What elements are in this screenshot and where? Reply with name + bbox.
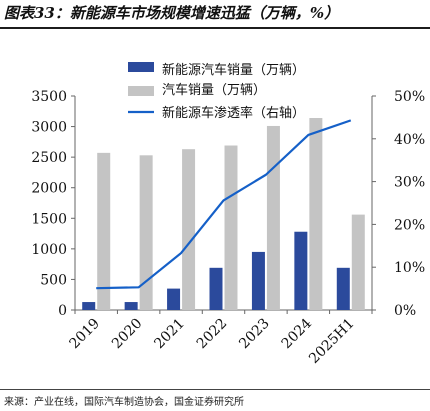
- source-divider: [0, 389, 430, 390]
- left-tick-label: 1500: [31, 211, 67, 227]
- left-tick-label: 500: [40, 272, 67, 288]
- legend-label: 汽车销量（万辆）: [162, 82, 266, 98]
- right-tick-label: 20%: [394, 217, 425, 233]
- legend-swatch-nev-sales: [128, 62, 154, 72]
- penetration-rate-line: [96, 119, 352, 290]
- legend-label: 新能源汽车销量（万辆）: [162, 62, 305, 78]
- bar-nev-sales: [124, 302, 138, 310]
- chart-svg: 0 500 1000 1500 2000 2500 3000 3500 0% 10% 20% 30% 4…: [31, 62, 425, 367]
- right-tick-label: 40%: [394, 132, 425, 148]
- left-tick-label: 3000: [31, 120, 67, 136]
- bar-nev-sales: [82, 302, 96, 310]
- chart-title: 图表33：新能源车市场规模增速迅猛（万辆，%）: [4, 4, 340, 22]
- bar-nev-sales: [294, 231, 308, 310]
- x-tick-label: 2021: [151, 316, 188, 353]
- x-tick-label: 2024: [279, 315, 316, 352]
- bar-nev-sales: [251, 251, 265, 310]
- left-tick-label: 3500: [31, 89, 67, 105]
- x-tick-label: 2025H1: [306, 316, 357, 367]
- bar-auto-sales: [224, 145, 238, 310]
- x-tick-label: 2022: [194, 316, 231, 353]
- legend-swatch-auto-sales: [128, 86, 154, 96]
- bar-nev-sales: [167, 288, 181, 310]
- x-tick-label: 2023: [236, 316, 273, 353]
- legend-label: 新能源车渗透率（右轴）: [162, 105, 305, 121]
- bar-auto-sales: [97, 152, 111, 310]
- source-note: 来源：产业在线，国际汽车制造协会，国金证券研究所: [4, 397, 244, 408]
- right-tick-label: 0%: [394, 303, 416, 319]
- left-tick-label: 1000: [31, 242, 67, 258]
- right-tick-label: 10%: [394, 260, 425, 276]
- bar-nev-sales: [209, 267, 223, 310]
- right-tick-label: 50%: [394, 89, 425, 105]
- right-tick-label: 30%: [394, 175, 425, 191]
- title-divider: [0, 27, 430, 29]
- left-tick-label: 2500: [31, 150, 67, 166]
- bar-nev-sales: [336, 267, 350, 310]
- bar-auto-sales: [266, 125, 280, 311]
- bar-auto-sales: [309, 118, 323, 310]
- left-tick-label: 2000: [31, 181, 67, 197]
- bar-auto-sales: [351, 214, 365, 310]
- bar-auto-sales: [182, 149, 196, 310]
- bar-auto-sales: [139, 155, 153, 310]
- left-tick-label: 0: [58, 303, 67, 319]
- x-tick-label: 2020: [109, 316, 146, 353]
- x-tick-label: 2019: [67, 316, 104, 353]
